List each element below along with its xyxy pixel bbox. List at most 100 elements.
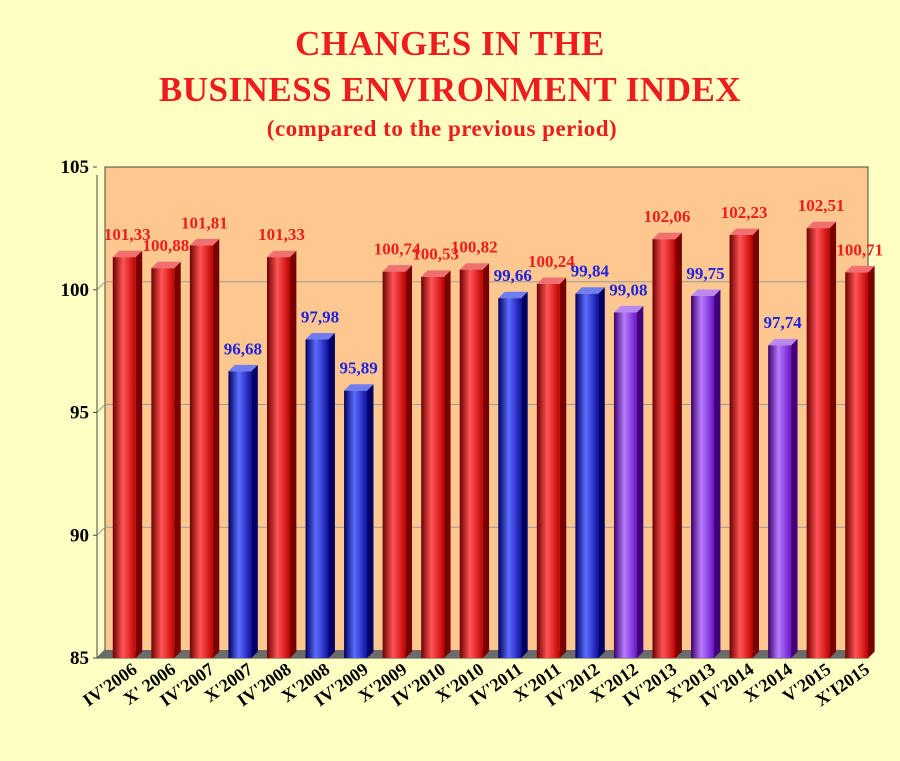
bar-front (151, 268, 175, 658)
bar-top (536, 277, 567, 284)
bar-front (613, 312, 637, 658)
data-label: 97,74 (764, 313, 803, 332)
bar (344, 384, 374, 658)
bar-side (135, 250, 143, 659)
bar-front (112, 257, 136, 658)
bar-front (806, 228, 830, 658)
bar-front (729, 235, 753, 659)
bar-side (868, 265, 875, 658)
data-label: 101,81 (181, 213, 228, 232)
bar-side (636, 305, 644, 658)
bar (806, 221, 837, 659)
bar-top (575, 287, 605, 294)
data-label: 100,53 (412, 245, 459, 264)
y-tick-label: 100 (61, 280, 90, 301)
bar (421, 270, 451, 658)
bar-front (536, 283, 560, 658)
gridline (96, 526, 868, 536)
bar-front (266, 257, 290, 658)
bar-side (405, 265, 413, 658)
chart-title-line1: CHANGES IN THE (295, 24, 605, 63)
bar (228, 364, 258, 658)
bar (459, 263, 490, 658)
bar (652, 232, 682, 659)
bar-side (482, 263, 490, 658)
data-label: 102,51 (798, 196, 845, 215)
bar-top (266, 250, 297, 258)
data-label: 100,82 (451, 238, 498, 257)
bar (305, 332, 335, 658)
bar-front (228, 371, 252, 658)
bar-top (459, 263, 490, 270)
data-label: 99,75 (686, 264, 724, 283)
y-tick-label: 90 (70, 525, 89, 546)
bar-side (714, 289, 721, 658)
bar-front (845, 272, 869, 658)
bar-side (251, 364, 258, 658)
bar (112, 250, 143, 659)
chart-title-line2: BUSINESS ENVIRONMENT INDEX (158, 70, 742, 109)
bar-front (189, 245, 213, 658)
bar-side (212, 238, 220, 659)
bar-top (228, 364, 258, 372)
bar (691, 289, 721, 658)
bar-side (328, 332, 335, 658)
bar-front (382, 271, 406, 658)
bar-front (768, 345, 792, 658)
data-label: 101,33 (104, 225, 151, 244)
bar-top (845, 265, 875, 273)
data-label: 99,66 (494, 266, 532, 285)
bar-side (598, 287, 605, 658)
bar-top (691, 289, 721, 296)
y-tick-label: 85 (70, 648, 89, 669)
bar (189, 238, 220, 659)
gridline (96, 404, 868, 413)
data-label: 99,08 (609, 280, 647, 299)
bar (768, 338, 798, 658)
bar-top (421, 270, 451, 277)
data-label: 99,84 (571, 262, 610, 281)
data-label: 97,98 (301, 307, 339, 326)
bar-side (521, 291, 528, 658)
bar-top (806, 221, 837, 229)
bar-top (652, 232, 682, 240)
bar-top (151, 261, 181, 269)
bar-front (421, 276, 445, 658)
bar-side (829, 221, 837, 659)
bar-top (768, 338, 798, 346)
data-label: 101,33 (258, 225, 305, 244)
bar (613, 305, 644, 658)
bar-front (652, 239, 676, 658)
gridline (96, 281, 868, 291)
bar-top (189, 238, 220, 246)
bar-top (305, 332, 335, 340)
data-label: 102,06 (644, 207, 691, 226)
bar-front (305, 339, 329, 658)
bar (382, 265, 413, 658)
y-tick-label: 105 (61, 157, 90, 178)
bar (151, 261, 181, 658)
bar (729, 228, 759, 659)
bar-top (112, 250, 143, 258)
data-label: 102,23 (721, 203, 768, 222)
bar-side (289, 250, 297, 659)
bar-front (691, 295, 715, 658)
bar-front (459, 269, 483, 658)
bar-side (174, 261, 181, 658)
bar (845, 265, 875, 658)
bar-front (498, 298, 522, 658)
bar-top (344, 384, 374, 391)
bar-side (559, 277, 567, 658)
bar-side (791, 338, 798, 658)
bar (498, 291, 528, 658)
bar-top (498, 291, 528, 299)
bar-top (729, 228, 759, 236)
bar-front (344, 390, 368, 658)
bar-top (382, 265, 413, 272)
bar-top (613, 305, 644, 313)
bar-side (367, 384, 374, 658)
data-label: 100,88 (142, 236, 189, 255)
data-label: 100,24 (528, 252, 575, 271)
data-label: 100,71 (836, 240, 883, 259)
